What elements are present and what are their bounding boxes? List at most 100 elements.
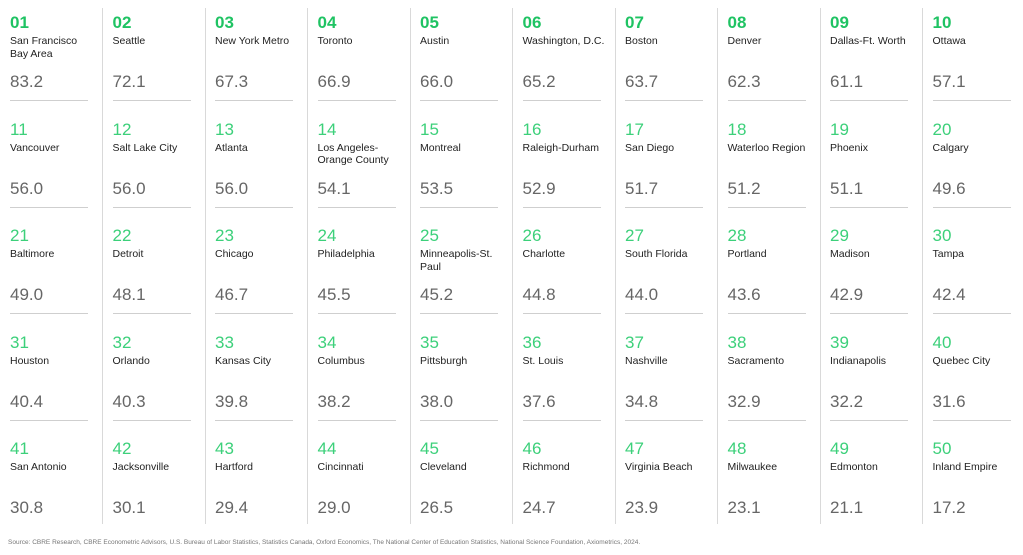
rankings-grid: 01 San Francisco Bay Area 83.2 11 Vancouver 5… [10, 8, 1015, 524]
row-divider [317, 419, 396, 421]
rank-number: 30 [932, 226, 952, 245]
city-name: Indianapolis [830, 354, 887, 367]
score-value: 53.5 [420, 178, 454, 198]
score-value: 21.1 [830, 498, 864, 517]
rank-cell: 22 Detroit 48.1 [112, 226, 195, 333]
city-name: Waterloo Region [727, 141, 806, 154]
rank-number: 07 [625, 13, 644, 32]
rank-number: 13 [215, 119, 234, 139]
score-value: 31.6 [932, 391, 966, 411]
score-value: 29.0 [317, 498, 351, 517]
city-name: Cincinnati [317, 461, 364, 473]
rank-cell: 07 Boston 63.7 [625, 13, 707, 120]
rank-cell: 29 Madison 42.9 [830, 226, 912, 333]
rank-cell: 17 San Diego 51.7 [625, 120, 707, 227]
city-name: Edmonton [830, 461, 878, 473]
city-name: New York Metro [215, 35, 290, 47]
row-divider [932, 206, 1011, 208]
rank-number: 21 [10, 226, 29, 245]
rank-number: 42 [112, 439, 132, 458]
city-name: Inland Empire [932, 461, 998, 473]
rank-number: 33 [215, 332, 234, 352]
rank-cell: 18 Waterloo Region 51.2 [727, 120, 810, 227]
row-divider [10, 313, 88, 314]
rank-cell: 20 Calgary 49.6 [932, 120, 1015, 227]
rank-cell: 24 Philadelphia 45.5 [317, 226, 400, 333]
rank-cell: 32 Orlando 40.3 [112, 333, 195, 440]
score-value: 48.1 [112, 285, 146, 304]
city-name: Philadelphia [317, 248, 375, 260]
city-name: Richmond [522, 461, 570, 473]
rank-number: 12 [112, 119, 132, 139]
rank-number: 37 [625, 332, 644, 352]
city-name: Houston [10, 354, 50, 367]
city-name: Portland [727, 248, 767, 260]
rank-number: 47 [625, 439, 644, 458]
rank-number: 41 [10, 439, 29, 458]
city-name: Jacksonville [112, 461, 170, 473]
rank-number: 46 [522, 439, 542, 458]
rank-number: 31 [10, 332, 29, 352]
city-name: Cleveland [420, 461, 467, 473]
score-value: 24.7 [522, 498, 556, 517]
score-value: 51.2 [727, 178, 761, 198]
score-value: 38.0 [420, 391, 454, 411]
score-value: 34.8 [625, 391, 659, 411]
rank-number: 44 [317, 439, 337, 458]
score-value: 49.6 [932, 178, 966, 198]
score-value: 43.6 [727, 285, 761, 304]
rank-number: 06 [522, 13, 542, 32]
city-name: Detroit [112, 248, 144, 260]
score-value: 61.1 [830, 72, 864, 91]
score-value: 52.9 [522, 178, 556, 198]
score-value: 66.9 [317, 72, 351, 91]
row-divider [830, 419, 908, 421]
row-divider [420, 313, 498, 314]
rank-cell: 03 New York Metro 67.3 [215, 13, 297, 120]
rank-column: 07 Boston 63.7 17 San Diego 51.7 27 South Flori… [615, 8, 718, 524]
score-value: 56.0 [215, 178, 249, 198]
score-value: 46.7 [215, 285, 249, 304]
rank-cell: 10 Ottawa 57.1 [932, 13, 1015, 120]
rank-cell: 12 Salt Lake City 56.0 [112, 119, 195, 227]
score-value: 26.5 [420, 498, 454, 517]
row-divider [317, 313, 396, 314]
rank-column: 02 Seattle 72.1 12 Salt Lake City 56.0 22 Detro… [103, 8, 206, 524]
row-divider [625, 100, 703, 101]
rank-cell: 21 Baltimore 49.0 [10, 226, 92, 333]
rank-cell: 46 Richmond 24.7 [523, 439, 605, 546]
row-divider [522, 419, 601, 421]
rank-cell: 26 Charlotte 44.8 [522, 226, 605, 333]
city-name: San Diego [625, 141, 675, 154]
score-value: 67.3 [215, 72, 249, 91]
city-name: Calgary [932, 141, 969, 154]
rank-cell: 33 Kansas City 39.8 [215, 333, 297, 440]
row-divider [522, 206, 601, 208]
rank-number: 35 [420, 332, 439, 352]
city-name: Salt Lake City [112, 141, 178, 154]
rank-cell: 23 Chicago 46.7 [215, 226, 297, 333]
rank-cell: 14 Los Angeles-Orange County 54.1 [317, 120, 400, 227]
score-value: 57.1 [932, 72, 966, 91]
rank-number: 19 [830, 119, 849, 139]
rank-number: 29 [830, 226, 849, 245]
city-name: San Francisco Bay Area [10, 35, 78, 60]
score-value: 40.3 [112, 391, 146, 411]
rank-number: 49 [830, 439, 849, 458]
city-name: Baltimore [10, 248, 55, 260]
city-name: San Antonio [10, 461, 67, 473]
row-divider [727, 419, 806, 421]
city-name: Charlotte [522, 248, 566, 260]
row-divider [830, 206, 908, 208]
rank-cell: 43 Hartford 29.4 [215, 439, 297, 546]
score-value: 23.1 [727, 498, 761, 517]
rank-cell: 50 Inland Empire 17.2 [933, 439, 1015, 546]
rank-cell: 05 Austin 66.0 [420, 13, 502, 120]
row-divider [625, 206, 703, 208]
rank-column: 08 Denver 62.3 18 Waterloo Region 51.2 28 Portl… [718, 8, 821, 524]
score-value: 56.0 [10, 178, 44, 198]
score-value: 66.0 [420, 72, 454, 91]
row-divider [625, 419, 703, 421]
rank-cell: 42 Jacksonville 30.1 [113, 439, 195, 546]
city-name: Chicago [215, 248, 254, 260]
